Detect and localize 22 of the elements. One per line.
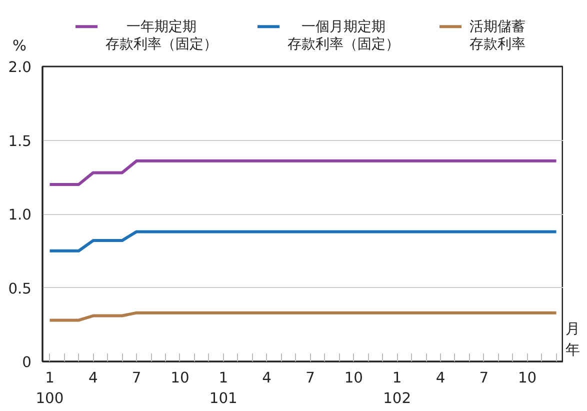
x-tick-label: 7 [306, 370, 315, 386]
legend-label: 一年期定期存款利率（固定） [106, 18, 218, 52]
x-tick-label: 7 [479, 370, 489, 386]
y-tick-label: 2.0 [8, 59, 32, 76]
y-axis-title: % [12, 38, 26, 54]
legend-label: 一個月期定期存款利率（固定） [288, 18, 400, 52]
y-tick-label: 0.5 [8, 280, 32, 298]
x-tick-label: 4 [262, 370, 272, 386]
y-tick-label: 0 [22, 354, 32, 371]
x-tick-label: 10 [344, 370, 363, 386]
x-tick-label: 10 [170, 370, 190, 386]
y-tick-label: 1.0 [8, 206, 32, 224]
x-tick-label: 1 102 [383, 370, 412, 407]
x-tick-label: 1 100 [36, 370, 64, 407]
y-tick-label: 1.5 [8, 132, 32, 150]
legend-label: 活期儲蓄存款利率 [470, 18, 526, 52]
x-axis-title: 月年 [566, 320, 580, 358]
x-tick-label: 10 [518, 370, 537, 386]
x-tick-label: 4 [88, 370, 98, 386]
x-tick-label: 7 [132, 370, 142, 386]
x-tick-label: 4 [436, 370, 446, 386]
x-tick-label: 1 101 [209, 370, 238, 407]
